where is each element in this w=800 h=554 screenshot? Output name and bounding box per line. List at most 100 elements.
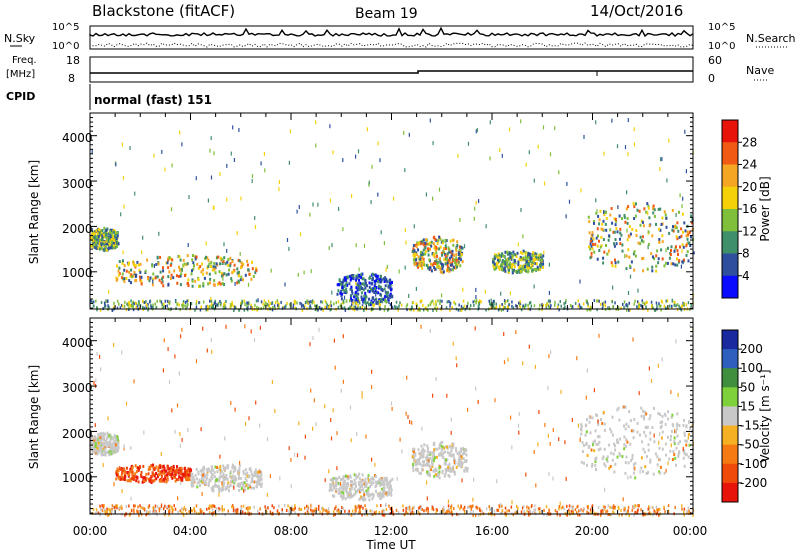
echo-cell — [632, 471, 635, 475]
ground-scatter-cell — [163, 302, 165, 306]
echo-cell — [117, 445, 120, 449]
ground-scatter-cell — [658, 513, 660, 517]
echo-cell — [412, 254, 415, 257]
ground-scatter-cell — [627, 511, 629, 515]
echo-cell — [422, 248, 425, 252]
echo-cell — [425, 456, 428, 460]
ground-scatter-cell — [268, 304, 270, 308]
echo-cell — [418, 471, 421, 475]
echo-cell — [96, 438, 99, 442]
echo-cell — [380, 278, 383, 282]
echo-cell — [170, 273, 173, 277]
ground-scatter-cell — [651, 304, 653, 308]
ground-scatter-cell — [150, 305, 152, 309]
ground-scatter-cell — [405, 304, 408, 308]
echo-cell — [580, 427, 582, 431]
ground-scatter-cell — [341, 301, 344, 305]
echo-cell — [602, 410, 605, 414]
echo-cell — [625, 455, 628, 459]
echo-cell — [527, 253, 530, 257]
echo-cell — [685, 253, 688, 257]
echo-cell — [368, 480, 371, 484]
echo-cell — [533, 254, 536, 258]
ground-scatter-cell — [91, 300, 94, 304]
echo-cell — [513, 265, 516, 269]
echo-cell — [343, 482, 346, 486]
echo-cell — [177, 275, 180, 278]
echo-cell — [527, 263, 530, 267]
echo-cell — [95, 244, 98, 248]
noise-cell — [123, 204, 125, 209]
echo-cell — [422, 242, 425, 246]
echo-cell — [109, 234, 112, 238]
echo-cell — [417, 265, 419, 269]
noise-cell — [219, 468, 221, 473]
echo-cell — [685, 439, 688, 443]
ground-scatter-cell — [622, 302, 624, 306]
ground-scatter-cell — [395, 508, 398, 512]
echo-cell — [605, 217, 608, 220]
echo-cell — [520, 258, 523, 262]
echo-cell — [425, 242, 428, 246]
echo-cell — [659, 465, 662, 469]
echo-cell — [369, 493, 372, 497]
ground-scatter-cell — [600, 513, 602, 517]
echo-cell — [539, 266, 542, 269]
echo-cell — [345, 474, 347, 478]
ground-scatter-cell — [156, 299, 158, 303]
ground-scatter-cell — [577, 304, 580, 308]
echo-cell — [501, 263, 504, 266]
echo-cell — [461, 452, 464, 456]
echo-cell — [143, 479, 146, 483]
echo-cell — [427, 253, 430, 257]
ground-scatter-cell — [184, 508, 187, 512]
noise-cell — [257, 298, 259, 303]
echo-cell — [412, 462, 415, 466]
echo-cell — [515, 254, 518, 258]
ground-scatter-cell — [294, 506, 296, 510]
echo-cell — [211, 473, 214, 477]
ground-scatter-cell — [325, 301, 328, 305]
echo-cell — [674, 456, 677, 460]
echo-cell — [179, 274, 182, 278]
echo-cell — [94, 442, 97, 446]
ground-scatter-cell — [545, 505, 548, 509]
echo-cell — [94, 445, 97, 448]
echo-cell — [614, 223, 617, 227]
echo-cell — [258, 476, 261, 480]
ground-scatter-cell — [244, 303, 246, 307]
echo-cell — [242, 472, 245, 476]
echo-cell — [675, 427, 678, 431]
echo-cell — [420, 451, 422, 455]
ground-scatter-cell — [147, 306, 150, 310]
echo-cell — [634, 254, 637, 258]
echo-cell — [640, 466, 643, 470]
ground-scatter-cell — [202, 300, 205, 304]
echo-cell — [499, 258, 501, 262]
echo-cell — [233, 263, 236, 267]
ground-scatter-cell — [448, 508, 450, 512]
echo-cell — [591, 443, 594, 447]
ground-scatter-cell — [250, 305, 252, 309]
echo-cell — [183, 471, 186, 475]
echo-cell — [215, 479, 218, 482]
echo-cell — [202, 478, 205, 482]
ground-scatter-cell — [273, 506, 275, 510]
noise-cell — [583, 134, 585, 139]
echo-cell — [367, 474, 370, 478]
echo-cell — [464, 448, 467, 451]
echo-cell — [439, 260, 442, 264]
ground-scatter-cell — [504, 306, 506, 310]
ground-scatter-cell — [493, 299, 495, 303]
ground-scatter-cell — [391, 508, 393, 512]
noise-cell — [332, 150, 334, 155]
echo-cell — [108, 243, 111, 247]
noise-cell — [658, 440, 660, 445]
echo-cell — [451, 454, 454, 458]
echo-cell — [105, 440, 108, 443]
echo-cell — [444, 254, 447, 258]
ground-scatter-cell — [463, 304, 466, 308]
colorbar-tick-label: 4 — [742, 269, 750, 283]
echo-cell — [623, 435, 626, 439]
echo-cell — [342, 279, 345, 283]
